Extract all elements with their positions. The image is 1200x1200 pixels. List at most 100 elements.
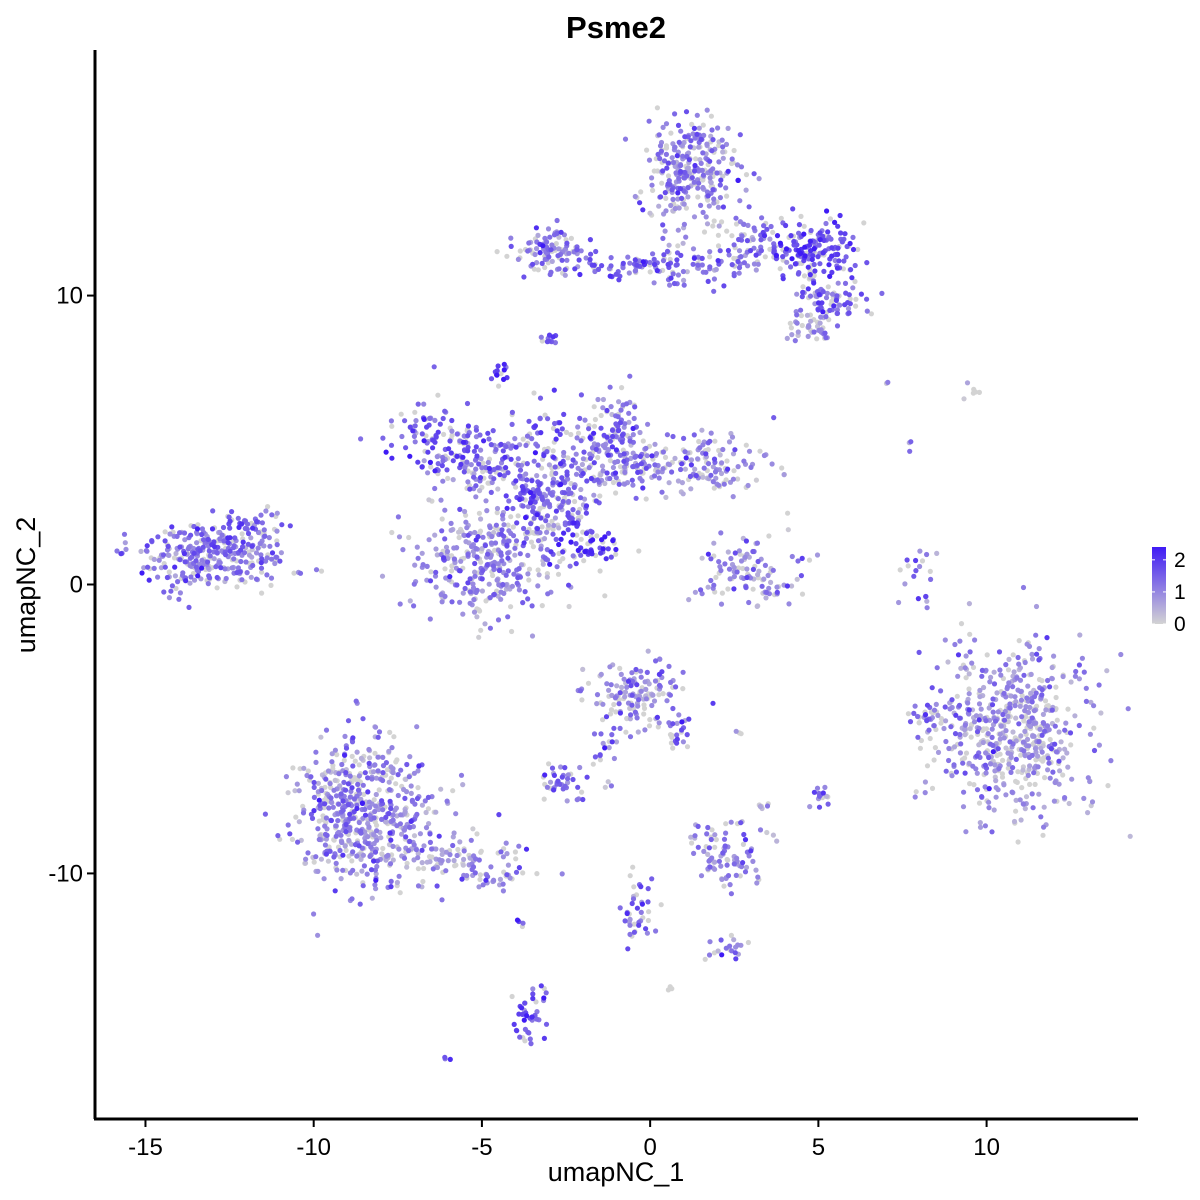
cell-point xyxy=(1009,789,1015,795)
cell-point xyxy=(508,514,514,520)
cell-point xyxy=(558,229,564,235)
cell-point xyxy=(741,458,747,464)
cell-point xyxy=(725,466,731,472)
cell-point xyxy=(966,686,972,692)
cell-point xyxy=(904,557,910,563)
cell-point xyxy=(561,530,567,536)
cell-point xyxy=(503,572,509,578)
cell-point xyxy=(593,498,600,504)
cell-point xyxy=(938,716,945,722)
cell-point xyxy=(976,701,983,707)
cell-point xyxy=(962,755,968,761)
cell-point xyxy=(748,464,754,470)
cell-point xyxy=(964,380,971,386)
cell-point xyxy=(539,260,545,266)
cell-point xyxy=(473,537,479,543)
cell-point xyxy=(454,852,460,859)
cell-point xyxy=(533,225,540,231)
cell-point xyxy=(650,187,656,193)
cell-point xyxy=(691,125,698,131)
colorbar-tick-label: 2 xyxy=(1174,549,1186,572)
cell-point xyxy=(364,871,370,877)
cell-point xyxy=(715,948,721,954)
cell-point xyxy=(849,275,855,281)
cell-point xyxy=(546,338,552,344)
cell-point xyxy=(660,691,666,697)
cell-point xyxy=(472,573,478,579)
cell-point xyxy=(774,584,780,590)
cell-point xyxy=(495,561,501,567)
cell-point xyxy=(679,727,685,733)
cell-point xyxy=(622,689,629,695)
cell-point xyxy=(595,442,601,448)
cell-point xyxy=(329,751,335,757)
cell-point xyxy=(756,176,762,182)
cell-point xyxy=(420,878,426,885)
cell-point xyxy=(796,222,803,228)
cell-point xyxy=(703,269,709,275)
cell-point xyxy=(622,918,628,924)
cell-point xyxy=(788,233,794,239)
cell-point xyxy=(345,781,351,787)
cell-point xyxy=(262,811,268,817)
cell-point xyxy=(726,566,733,572)
cell-point xyxy=(231,556,237,562)
cell-point xyxy=(553,508,560,514)
cell-point xyxy=(448,527,454,533)
cell-point xyxy=(705,193,711,199)
cell-point xyxy=(496,567,502,574)
cell-point xyxy=(317,802,323,809)
cell-point xyxy=(565,513,571,519)
cell-point xyxy=(514,520,520,526)
cell-point xyxy=(1011,818,1018,825)
cell-point xyxy=(449,568,455,574)
cell-point xyxy=(1007,705,1013,711)
cell-point xyxy=(372,762,378,768)
cell-point xyxy=(457,568,463,574)
colorbar-tick-label: 0 xyxy=(1174,613,1186,636)
cell-point xyxy=(726,439,733,445)
cell-point xyxy=(918,737,925,744)
cell-point xyxy=(1042,775,1048,781)
cell-point xyxy=(522,589,528,595)
cell-point xyxy=(250,525,256,531)
cell-point xyxy=(620,265,626,271)
cell-point xyxy=(382,819,389,825)
cell-point xyxy=(638,674,644,680)
cell-point xyxy=(675,122,682,128)
cell-point xyxy=(683,109,690,115)
cell-point xyxy=(471,474,477,480)
cell-point xyxy=(792,261,799,267)
cell-point xyxy=(842,231,848,237)
cell-point xyxy=(822,784,828,791)
cell-point xyxy=(641,702,647,708)
cell-point xyxy=(707,158,713,164)
cell-point xyxy=(316,836,322,843)
cell-point xyxy=(638,884,644,890)
cell-point xyxy=(383,449,389,455)
cell-point xyxy=(177,544,183,550)
cell-point xyxy=(753,867,759,873)
cell-point xyxy=(332,747,338,753)
cell-point xyxy=(194,526,201,532)
cell-point xyxy=(963,675,969,681)
cell-point xyxy=(1019,785,1025,791)
cell-point xyxy=(242,518,248,524)
cell-point xyxy=(311,779,317,786)
cell-point xyxy=(690,131,696,137)
cell-point xyxy=(530,544,537,550)
cell-point xyxy=(735,177,741,183)
cell-point xyxy=(652,441,658,447)
cell-point xyxy=(917,745,924,751)
cell-point xyxy=(552,464,558,470)
cell-point xyxy=(222,552,229,558)
cell-point xyxy=(427,415,433,421)
cell-point xyxy=(559,871,565,877)
cell-point xyxy=(807,272,813,278)
cell-point xyxy=(219,532,225,538)
cell-point xyxy=(627,260,633,266)
cell-point xyxy=(1005,684,1011,690)
cell-point xyxy=(322,823,328,829)
cell-point xyxy=(444,548,451,555)
cell-point xyxy=(993,794,999,800)
